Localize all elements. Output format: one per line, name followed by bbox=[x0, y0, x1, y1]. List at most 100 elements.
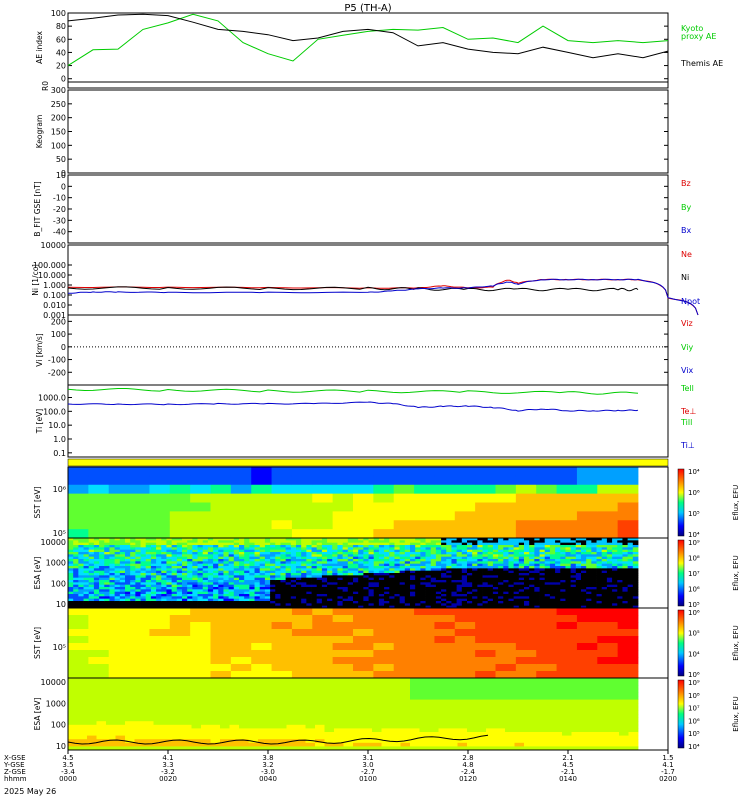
bfgm-ytick-label-3: -10 bbox=[53, 194, 66, 203]
bfgm-ytick-label-5: 10 bbox=[56, 171, 66, 180]
esa-i-colorbar-label: Eflux, EFU bbox=[732, 696, 740, 731]
ae-legend-0b: proxy AE bbox=[681, 32, 716, 41]
ti-legend-2: Till bbox=[680, 418, 692, 427]
sst-e-ytick-label-0: 10⁶ bbox=[53, 485, 66, 494]
x-axis-value-1-2: 3.2 bbox=[262, 761, 273, 769]
esa-e-colorbar-tick-0: 10⁵ bbox=[688, 601, 700, 609]
x-axis-row-label-0: X-GSE bbox=[4, 754, 26, 762]
bfgm-ylabel: B_FIT GSE [nT] bbox=[33, 181, 42, 236]
ni-ytick-label-6: 10000 bbox=[41, 241, 66, 250]
x-axis-value-3-4: 0120 bbox=[459, 775, 477, 783]
ni-ytick-label-2: 0.100 bbox=[43, 291, 66, 300]
keogram-ytick-label-6: 300 bbox=[51, 86, 66, 95]
ae-panel-frame bbox=[67, 12, 669, 83]
ti-panel-frame bbox=[67, 384, 669, 458]
keogram-ytick-label-0: 0 bbox=[61, 169, 66, 178]
ni-ytick-label-4: 10.000 bbox=[38, 271, 66, 280]
keogram-ytick-label-1: 50 bbox=[56, 155, 66, 164]
x-axis-value-2-5: -2.1 bbox=[561, 768, 575, 776]
esa-e-image bbox=[68, 538, 639, 609]
esa-i-colorbar bbox=[677, 679, 685, 749]
x-axis-value-0-3: 3.1 bbox=[362, 754, 373, 762]
esa-i-colorbar-tick-4: 10⁸ bbox=[688, 692, 700, 700]
esa-e-colorbar bbox=[677, 539, 685, 607]
x-axis-row-label-2: Z-GSE bbox=[4, 768, 26, 776]
ni-legend-2: Npot bbox=[681, 297, 700, 306]
ae-series-1 bbox=[67, 13, 669, 59]
x-axis-value-1-1: 3.3 bbox=[162, 761, 173, 769]
esa-i-colorbar-tick-0: 10⁴ bbox=[688, 743, 700, 751]
vi-ylabel: Vi [km/s] bbox=[35, 333, 44, 366]
date-label: 2025 May 26 bbox=[4, 787, 56, 796]
vi-ytick-label-0: -200 bbox=[48, 368, 66, 377]
ae-ytick-label-3: 60 bbox=[56, 35, 66, 44]
keogram-panel-frame bbox=[67, 89, 669, 174]
x-axis-value-3-2: 0040 bbox=[259, 775, 277, 783]
ti-ytick-label-0: 0.1 bbox=[53, 449, 66, 458]
x-axis-value-3-0: 0000 bbox=[59, 775, 77, 783]
ti-ytick-label-1: 1.0 bbox=[53, 435, 66, 444]
x-axis-value-2-4: -2.4 bbox=[461, 768, 475, 776]
x-axis-value-2-6: -1.7 bbox=[661, 768, 675, 776]
ti-ylabel: Ti [eV] bbox=[35, 409, 44, 434]
sst-i-colorbar-tick-3: 10⁶ bbox=[688, 609, 700, 617]
esa-i-image bbox=[68, 678, 639, 751]
sst-i-colorbar-label: Eflux, EFU bbox=[732, 625, 740, 660]
ti-legend-1: Te⊥ bbox=[680, 407, 696, 416]
ni-series-1 bbox=[67, 286, 639, 292]
sst-e-ytick-label-1: 10⁵ bbox=[53, 529, 66, 538]
x-axis-value-0-5: 2.1 bbox=[562, 754, 573, 762]
sst-i-colorbar-tick-2: 10⁵ bbox=[688, 630, 700, 638]
ni-legend-0: Ne bbox=[681, 250, 692, 259]
sst-i-colorbar bbox=[677, 609, 685, 677]
bfgm-ytick-label-4: 0 bbox=[61, 182, 66, 191]
vi-ytick-label-3: 100 bbox=[51, 330, 66, 339]
sst-i-ylabel: SST [eV] bbox=[33, 627, 42, 659]
x-axis-value-1-4: 4.8 bbox=[462, 761, 473, 769]
keogram-ytick-label-3: 150 bbox=[51, 128, 66, 137]
ni-ytick-label-1: 0.010 bbox=[43, 301, 66, 310]
x-axis-value-3-3: 0100 bbox=[359, 775, 377, 783]
esa-i-ytick-label-3: 10000 bbox=[41, 678, 66, 687]
bfgm-ytick-label-2: -20 bbox=[53, 205, 66, 214]
ae-ytick-label-1: 20 bbox=[56, 62, 66, 71]
bfgm-panel-frame bbox=[67, 174, 669, 244]
sst-i-colorbar-tick-0: 10⁶ bbox=[688, 671, 700, 679]
sst-i-image bbox=[68, 608, 639, 679]
esa-e-ytick-label-2: 1000 bbox=[46, 559, 66, 568]
esa-i-colorbar-tick-3: 10⁷ bbox=[688, 705, 700, 713]
x-axis-row-label-3: hhmm bbox=[4, 775, 27, 783]
ae-ylabel: AE index bbox=[35, 31, 44, 64]
ti-series-3 bbox=[67, 401, 639, 412]
vi-panel-frame bbox=[67, 314, 669, 386]
ti-legend-0: Tell bbox=[680, 384, 694, 393]
x-axis-value-2-2: -3.0 bbox=[261, 768, 275, 776]
vi-ytick-label-1: -100 bbox=[48, 356, 66, 365]
ae-ytick-label-4: 80 bbox=[56, 22, 66, 31]
esa-i-ytick-label-0: 10 bbox=[56, 742, 66, 751]
keogram-ytick-label-4: 200 bbox=[51, 114, 66, 123]
x-axis-value-3-6: 0200 bbox=[659, 775, 677, 783]
vi-legend-1: Viy bbox=[681, 343, 694, 352]
ae-series-0 bbox=[67, 13, 669, 67]
sst-e-ylabel: SST [eV] bbox=[33, 486, 42, 518]
esa-e-colorbar-tick-2: 10⁷ bbox=[688, 570, 700, 578]
ni-ytick-label-5: 100.000 bbox=[33, 261, 66, 270]
sst-i-colorbar-tick-1: 10⁴ bbox=[688, 650, 700, 658]
ni-ytick-label-0: 0.001 bbox=[43, 311, 66, 320]
keogram-ytick-label-2: 100 bbox=[51, 141, 66, 150]
x-axis-value-1-3: 3.0 bbox=[362, 761, 373, 769]
x-axis-value-0-1: 4.1 bbox=[162, 754, 173, 762]
sst-e-colorbar-label: Eflux, EFU bbox=[732, 485, 740, 520]
esa-e-ytick-label-0: 10 bbox=[56, 600, 66, 609]
esa-e-ylabel: ESA [eV] bbox=[33, 557, 42, 590]
esa-i-ytick-label-2: 1000 bbox=[46, 699, 66, 708]
bfgm-ytick-label-0: -40 bbox=[53, 228, 66, 237]
esa-i-colorbar-tick-2: 10⁶ bbox=[688, 717, 700, 725]
bfgm-ytick-label-1: -30 bbox=[53, 216, 66, 225]
r0-ylabel: R0 bbox=[41, 81, 50, 91]
esa-e-colorbar-tick-4: 10⁹ bbox=[688, 539, 700, 547]
ti-ytick-label-2: 10.0 bbox=[48, 421, 66, 430]
ae-legend-1: Themis AE bbox=[680, 59, 723, 68]
